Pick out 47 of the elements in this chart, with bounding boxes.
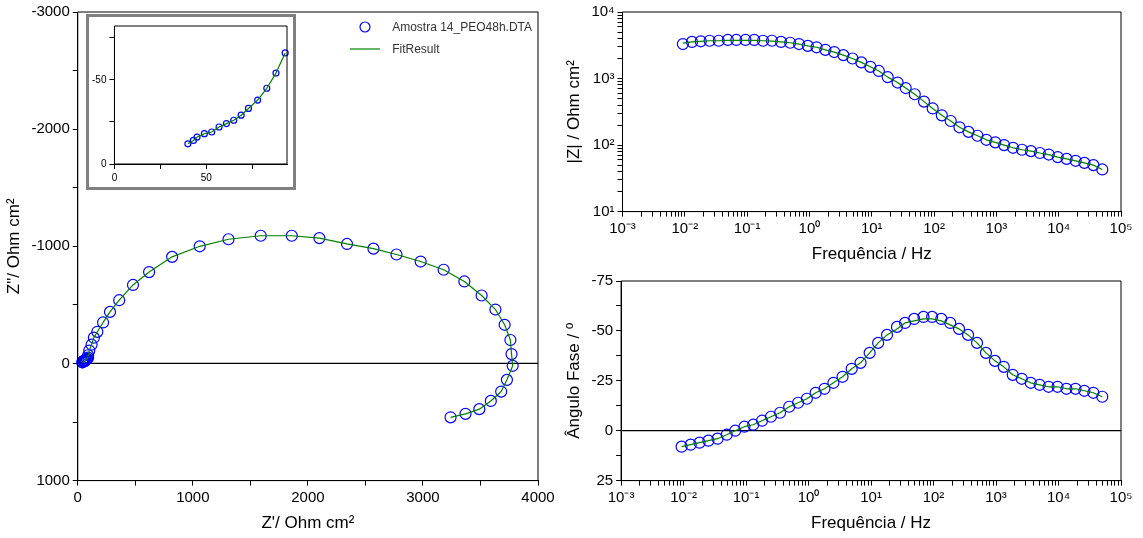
x-tick-label: 3000	[406, 487, 440, 505]
x-tick-label: 10⁻²	[670, 487, 697, 505]
x-tick-label: 10⁵	[1109, 487, 1133, 505]
y-tick-label: 10³	[592, 68, 615, 86]
y-tick-label: 10⁴	[591, 2, 615, 20]
y-tick-label: -50	[591, 321, 614, 339]
y-tick-label: 25	[596, 470, 614, 488]
y-tick-label: 1000	[36, 470, 70, 488]
legend-label: FitResult	[392, 41, 440, 58]
x-tick-label: 10¹	[860, 487, 882, 505]
y-axis-title: |Z| / Ohm cm²	[563, 59, 583, 164]
x-tick-label: 10⁰	[798, 218, 821, 236]
y-tick-label: -1000	[31, 236, 70, 254]
x-tick-label: 10²	[923, 218, 945, 236]
x-tick-label: 10²	[922, 487, 945, 505]
y-tick-label: 10²	[592, 135, 615, 153]
x-tick-label: 10⁴	[1047, 218, 1071, 236]
x-tick-label: 10⁻¹	[732, 487, 760, 505]
x-axis-title: Frequência / Hz	[811, 513, 932, 533]
y-tick-label: 10¹	[592, 201, 615, 219]
x-tick-label: 10⁻³	[607, 487, 635, 505]
legend-label: Amostra 14_PEO48h.DTA	[392, 19, 532, 36]
x-tick-label: 10⁻²	[671, 218, 699, 236]
x-tick-label: 10⁴	[1046, 487, 1071, 505]
x-tick-label: 10³	[985, 218, 1008, 236]
x-tick-label: 10⁻¹	[733, 218, 761, 236]
x-tick-label: 50	[200, 171, 213, 183]
x-tick-label: 10¹	[860, 218, 883, 236]
x-tick-label: 2000	[291, 487, 325, 505]
x-tick-label: 1000	[176, 487, 210, 505]
y-tick-label: 0	[61, 353, 70, 371]
y-tick-label: -2000	[31, 119, 70, 137]
y-axis-title: Ângulo Fase / º	[563, 322, 583, 439]
x-tick-label: 10⁵	[1109, 218, 1133, 236]
x-tick-label: 0	[73, 487, 82, 505]
x-axis-title: Z'/ Ohm cm²	[261, 513, 355, 533]
x-tick-label: 10⁻³	[609, 218, 636, 236]
x-tick-label: 10⁰	[797, 487, 820, 505]
x-tick-label: 4000	[521, 487, 555, 505]
y-tick-label: -3000	[31, 2, 70, 20]
y-tick-label: -50	[92, 73, 107, 85]
y-axis-title: Z"/ Ohm cm²	[3, 198, 23, 295]
y-tick-label: -75	[591, 271, 614, 289]
y-tick-label: -25	[591, 370, 614, 388]
y-tick-label: 0	[604, 420, 614, 438]
x-tick-label: 10³	[985, 487, 1007, 505]
x-axis-title: Frequência / Hz	[811, 244, 932, 264]
